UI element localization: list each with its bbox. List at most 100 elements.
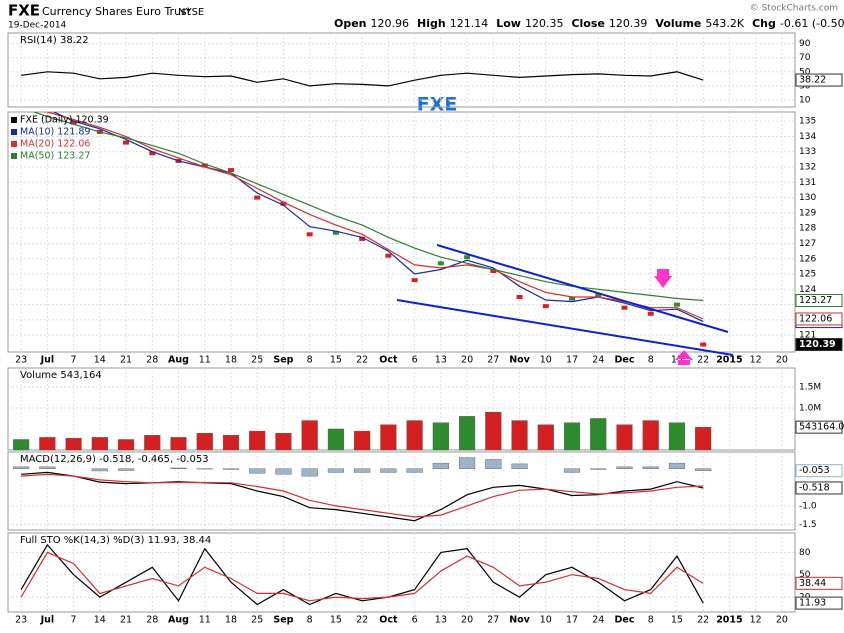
bar [13, 439, 30, 451]
bar [459, 416, 476, 451]
bar [222, 435, 240, 451]
x-tick-label: 23 [15, 355, 27, 366]
bar [406, 468, 423, 473]
bar [511, 420, 528, 451]
bar [65, 438, 82, 451]
x-tick-label: 2015 [716, 615, 742, 626]
x-tick-label: 13 [435, 355, 447, 366]
x-tick-label: 2015 [716, 355, 742, 366]
close-marker [123, 140, 130, 145]
close-marker [411, 278, 418, 283]
x-tick-label: 14 [94, 355, 106, 366]
x-tick-label: 24 [592, 355, 604, 366]
bar [222, 468, 240, 470]
value-label: 38.44 [799, 578, 826, 589]
close-marker [700, 342, 707, 347]
close-marker [673, 302, 680, 307]
legend-swatch [11, 129, 17, 135]
series-line [32, 112, 704, 302]
value-box [795, 596, 843, 610]
quote-label: Chg [752, 17, 776, 30]
quote-label: Volume [655, 17, 701, 30]
close-marker [595, 293, 602, 298]
close-marker [149, 151, 156, 156]
series-line [20, 551, 704, 602]
bar [590, 468, 607, 470]
x-tick-label: Sep [273, 615, 293, 626]
x-tick-label: 7 [71, 355, 77, 366]
arrow [675, 350, 693, 365]
bar [537, 424, 554, 451]
quote-value: 121.14 [450, 17, 489, 30]
legend-entry: MA(10) 121.89 [20, 127, 90, 138]
series-line [21, 471, 704, 522]
x-tick-label: 24 [592, 615, 604, 626]
x-tick-label: Jul [40, 615, 55, 626]
close-marker [385, 253, 392, 258]
x-tick-label: 8 [648, 615, 654, 626]
value-label: 120.39 [799, 339, 836, 350]
quote-label: Close [571, 17, 604, 30]
y-tick-label: 128 [799, 224, 816, 234]
y-tick-label: 131 [799, 178, 816, 188]
x-tick-label: Sep [273, 355, 293, 366]
value-label: 123.27 [799, 295, 832, 306]
bar [275, 468, 292, 475]
bar [117, 468, 135, 471]
y-tick-label: 1.5M [799, 382, 821, 392]
bar [695, 426, 712, 451]
quote-value: 120.39 [609, 17, 648, 30]
date: 19-Dec-2014 [8, 21, 67, 31]
quote-value: 120.96 [371, 17, 410, 30]
security-name: Currency Shares Euro Trust [42, 5, 192, 18]
x-tick-label: 22 [356, 355, 368, 366]
close-marker [569, 296, 576, 301]
bar [301, 420, 318, 451]
y-tick-label: -1.0 [799, 501, 817, 511]
y-tick-label: 126 [799, 254, 816, 264]
x-tick-label: 21 [120, 355, 132, 366]
quote-value: 120.35 [525, 17, 564, 30]
y-tick-label: 10 [799, 95, 811, 105]
close-marker [359, 236, 366, 241]
close-marker [647, 311, 654, 316]
panel-frame [7, 367, 796, 451]
close-marker [332, 230, 339, 235]
x-tick-label: 8 [307, 615, 313, 626]
y-tick-label: 50 [799, 67, 811, 77]
x-tick-label: 27 [487, 355, 499, 366]
bar [117, 439, 135, 451]
x-tick-label: 17 [566, 355, 578, 366]
close-marker [306, 232, 313, 237]
exchange: NYSE [178, 7, 204, 18]
x-tick-label: 15 [671, 615, 683, 626]
y-tick-label: 130 [799, 193, 816, 203]
y-tick-label: 121 [799, 331, 816, 341]
bar [642, 466, 659, 469]
quote-value: 543.2K [705, 17, 744, 30]
bar [616, 424, 633, 451]
annotation: FXE [417, 94, 458, 116]
x-tick-label: Nov [509, 615, 530, 626]
panel-legend: Full STO %K(14,3) %D(3) 11.93, 38.44 [20, 535, 211, 546]
value-label: 38.22 [799, 75, 826, 86]
bar [13, 466, 30, 469]
bar [563, 422, 581, 451]
close-marker [254, 195, 261, 200]
x-tick-label: 17 [566, 615, 578, 626]
value-label: 11.93 [799, 598, 826, 609]
x-tick-label: 22 [697, 355, 709, 366]
bar [485, 459, 502, 469]
close-marker [542, 304, 549, 309]
x-tick-label: 11 [199, 615, 211, 626]
legend-swatch [11, 117, 17, 123]
y-tick-label: 70 [799, 53, 811, 63]
close-marker [516, 294, 523, 299]
bar [432, 422, 449, 451]
series-line [21, 71, 704, 87]
bar [695, 468, 712, 471]
bar [485, 411, 502, 451]
value-box [795, 73, 843, 87]
value-label: 543164.0 [799, 422, 844, 433]
